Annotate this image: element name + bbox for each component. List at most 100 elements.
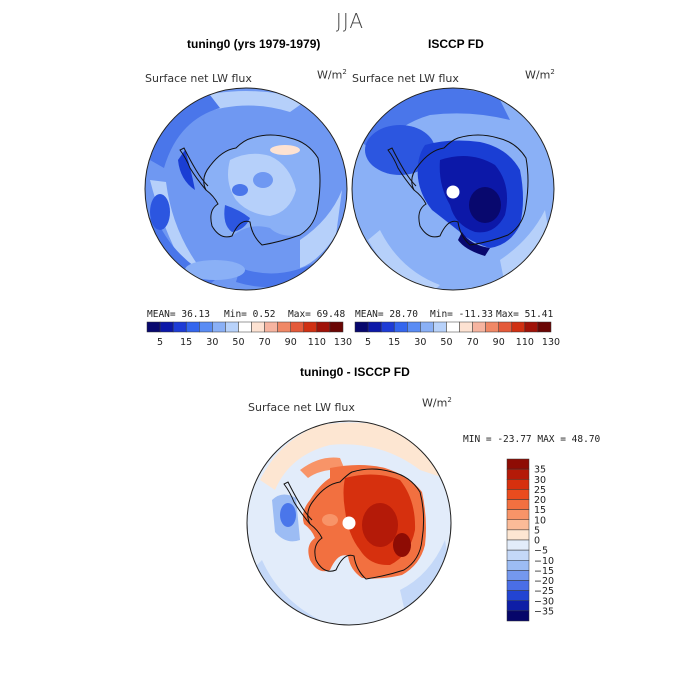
colorbar3-swatch <box>506 610 530 622</box>
colorbar3-tick-label: 35 <box>534 465 546 476</box>
colorbar3-tick-label: −20 <box>534 576 554 587</box>
panel2-mean: MEAN= 28.70 <box>355 309 418 320</box>
map3-coastline <box>307 468 425 580</box>
map3-peninsula <box>283 481 313 525</box>
colorbar3-swatch <box>506 580 530 591</box>
colorbar1-tick-label: 50 <box>232 337 244 348</box>
panel2-max: Max= 51.41 <box>496 309 554 320</box>
colorbar3-swatch <box>506 509 530 520</box>
colorbar2-swatch <box>354 321 369 333</box>
colorbar3-swatch <box>506 549 530 561</box>
colorbar3-tick-label: 10 <box>534 515 546 526</box>
colorbar3-tick-label: −30 <box>534 596 554 607</box>
colorbar3-tick-label: 30 <box>534 475 546 486</box>
map1-peninsula <box>179 147 209 191</box>
colorbar2-swatch <box>537 321 552 333</box>
colorbar2-swatch <box>446 321 460 333</box>
map3-border <box>246 420 452 626</box>
colorbar2-swatch <box>367 321 382 333</box>
map-panel2 <box>352 88 554 290</box>
colorbar1-swatch <box>185 321 200 333</box>
season-title: JJA <box>335 9 365 33</box>
colorbar1-swatch <box>238 321 252 333</box>
map1-coastline <box>203 134 321 246</box>
colorbar1-swatch <box>199 321 213 333</box>
colorbar1-swatch <box>172 321 187 333</box>
colorbar3-swatch <box>506 570 530 581</box>
colorbar2-tick-label: 5 <box>365 337 371 348</box>
colorbar1-tick-label: 110 <box>308 337 326 348</box>
colorbar2-tick-label: 110 <box>516 337 534 348</box>
colorbar1-swatch <box>316 321 331 333</box>
map2-peninsula <box>387 147 417 191</box>
map2-coastline <box>411 134 529 246</box>
panel3-title: tuning0 - ISCCP FD <box>300 365 410 379</box>
colorbar1-swatch <box>277 321 291 333</box>
colorbar1-swatch <box>212 321 226 333</box>
colorbar3-swatch <box>506 590 530 601</box>
colorbar3-swatch <box>506 600 530 612</box>
colorbar1-swatch <box>251 321 265 333</box>
colorbar3-swatch <box>506 539 530 551</box>
panel1-title: tuning0 (yrs 1979-1979) <box>187 37 321 51</box>
colorbar-panel1: 5 15 30 50 70 90 110 130 <box>146 321 352 348</box>
colorbar2-swatch <box>498 321 513 333</box>
colorbar1-swatch <box>329 321 344 333</box>
colorbar3-tick-label: −25 <box>534 586 554 597</box>
colorbar1-swatch <box>303 321 318 333</box>
colorbar3-tick-label: −10 <box>534 556 554 567</box>
colorbar2-swatch <box>407 321 421 333</box>
colorbar1-tick-label: 15 <box>180 337 192 348</box>
colorbar3-tick-label: 5 <box>534 525 540 536</box>
colorbar3-tick-label: 0 <box>534 536 540 547</box>
colorbar1-swatch <box>159 321 174 333</box>
colorbar3-swatch <box>506 560 530 571</box>
colorbar2-swatch <box>485 321 499 333</box>
colorbar3-swatch <box>506 499 530 510</box>
panel1-variable: Surface net LW flux <box>145 72 252 85</box>
colorbar2-swatch <box>420 321 434 333</box>
panel1-min: Min= 0.52 <box>224 309 276 320</box>
colorbar3-tick-label: 25 <box>534 485 546 496</box>
map-panel3 <box>247 421 451 625</box>
colorbar1-tick-label: 30 <box>206 337 218 348</box>
colorbar3-tick-label: −5 <box>534 546 548 557</box>
colorbar2-tick-label: 130 <box>542 337 560 348</box>
colorbar1-swatch <box>146 321 161 333</box>
panel3-units: W/m2 <box>422 396 452 410</box>
colorbar3-tick-label: −35 <box>534 606 554 617</box>
colorbar1-swatch <box>225 321 239 333</box>
colorbar2-swatch <box>524 321 539 333</box>
colorbar3-swatch <box>506 489 530 500</box>
colorbar1-swatch <box>264 321 278 333</box>
colorbar-panel2: 5 15 30 50 70 90 110 130 <box>354 321 560 348</box>
colorbar2-swatch <box>511 321 526 333</box>
colorbar3-swatch <box>506 529 530 541</box>
panel2-variable: Surface net LW flux <box>352 72 459 85</box>
panel2-title: ISCCP FD <box>428 37 484 51</box>
colorbar2-tick-label: 50 <box>440 337 452 348</box>
colorbar1-tick-label: 5 <box>157 337 163 348</box>
colorbar2-swatch <box>393 321 408 333</box>
colorbar2-tick-label: 30 <box>414 337 426 348</box>
colorbar3-tick-label: 20 <box>534 495 546 506</box>
colorbar1-tick-label: 70 <box>259 337 271 348</box>
colorbar2-tick-label: 90 <box>493 337 505 348</box>
colorbar3-swatch <box>506 519 530 531</box>
colorbar3-tick-label: 15 <box>534 505 546 516</box>
map1-border <box>144 87 348 291</box>
colorbar2-swatch <box>472 321 486 333</box>
map2-border <box>351 87 555 291</box>
colorbar2-swatch <box>459 321 473 333</box>
panel1-mean: MEAN= 36.13 <box>147 309 210 320</box>
colorbar3-swatch <box>506 468 530 480</box>
colorbar3-tick-label: −15 <box>534 566 554 577</box>
panel1-max: Max= 69.48 <box>288 309 346 320</box>
colorbar2-tick-label: 15 <box>388 337 400 348</box>
colorbar1-tick-label: 90 <box>285 337 297 348</box>
panel2-min: Min= -11.33 <box>430 309 493 320</box>
colorbar2-swatch <box>380 321 395 333</box>
map-panel1 <box>145 88 347 290</box>
